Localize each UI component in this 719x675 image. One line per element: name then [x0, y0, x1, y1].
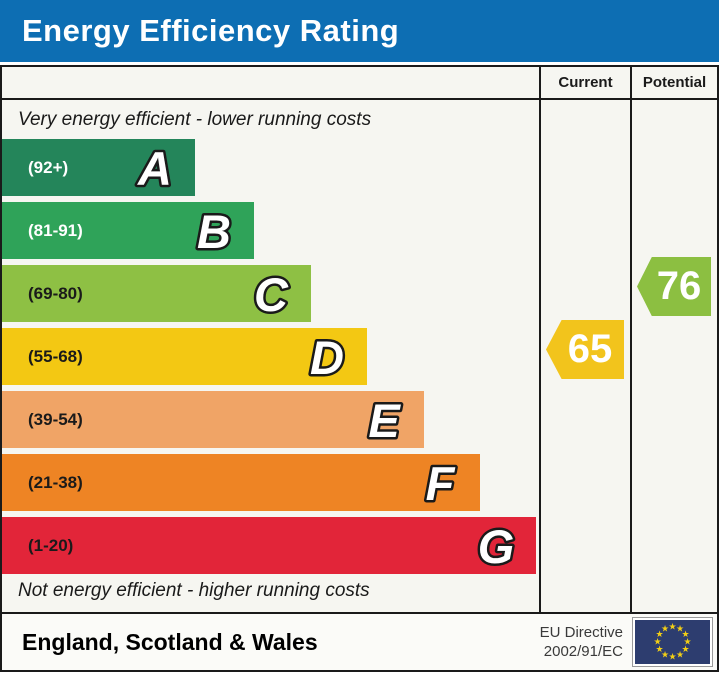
- eu-flag-star: ★: [653, 636, 662, 647]
- band-letter: F: [423, 455, 458, 511]
- eu-flag-star: ★: [668, 651, 677, 662]
- rating-bands: (92+) A (81-91) B (69-80) C (55-68) D (39-54) E (2…: [2, 139, 539, 574]
- eu-directive-line2: 2002/91/EC: [543, 643, 623, 660]
- svg-text:D: D: [310, 331, 344, 384]
- band-c: (69-80) C: [2, 265, 311, 322]
- eu-flag-star: ★: [675, 649, 685, 660]
- eu-flag-star: ★: [655, 629, 664, 639]
- band-letter: C: [251, 266, 291, 322]
- table-header-row: Current Potential: [2, 67, 717, 100]
- band-f: (21-38) F: [2, 454, 480, 511]
- svg-text:A: A: [137, 142, 172, 195]
- band-e: (39-54) E: [2, 391, 424, 448]
- eu-directive-line1: EU Directive: [539, 623, 623, 641]
- column-header-potential: Potential: [642, 74, 707, 91]
- band-range-label: (21-38): [28, 472, 83, 492]
- band-range-label: (69-80): [28, 283, 83, 303]
- band-g: (1-20) G: [2, 517, 537, 574]
- band-range-label: (1-20): [28, 535, 74, 555]
- eu-flag: ★ ★ ★ ★ ★ ★ ★ ★ ★ ★ ★ ★: [632, 617, 713, 667]
- eu-flag-star: ★: [681, 644, 690, 654]
- eu-directive-label: EU Directive 2002/91/EC: [540, 623, 623, 662]
- svg-text:G: G: [478, 520, 515, 573]
- eu-flag-star: ★: [668, 621, 677, 632]
- bottom-note: Not energy efficient - higher running co…: [18, 580, 370, 601]
- band-letter: D: [308, 329, 347, 385]
- band-d: (55-68) D: [2, 328, 368, 385]
- band-a: (92+) A: [2, 139, 196, 196]
- potential-rating-column: 76: [632, 100, 717, 612]
- eu-flag-star: ★: [683, 636, 692, 647]
- band-letter: A: [135, 140, 175, 196]
- eu-flag-star: ★: [655, 644, 664, 654]
- table-body: Very energy efficient - lower running co…: [2, 100, 717, 612]
- eu-flag-star: ★: [660, 649, 670, 660]
- potential-rating-arrow: 76: [637, 257, 711, 316]
- band-range-label: (81-91): [28, 220, 83, 240]
- current-rating-column: 65: [541, 100, 632, 612]
- current-rating-arrow: 65: [546, 320, 624, 379]
- svg-text:F: F: [426, 457, 456, 510]
- svg-text:B: B: [197, 205, 231, 258]
- header-cell-bands: [2, 67, 541, 98]
- svg-text:E: E: [368, 394, 401, 447]
- eu-flag-star: ★: [675, 623, 685, 634]
- band-range-label: (92+): [28, 157, 69, 177]
- band-range-label: (55-68): [28, 346, 83, 366]
- table-footer: England, Scotland & Wales EU Directive 2…: [2, 612, 717, 670]
- page-title: Energy Efficiency Rating: [0, 0, 719, 62]
- bands-column: Very energy efficient - lower running co…: [2, 100, 541, 612]
- eu-flag-star: ★: [681, 629, 690, 639]
- svg-text:C: C: [254, 268, 289, 321]
- eu-flag-star: ★: [660, 623, 670, 634]
- band-range-label: (39-54): [28, 409, 83, 429]
- band-letter: E: [365, 392, 403, 448]
- band-b: (81-91) B: [2, 202, 255, 259]
- region-label: England, Scotland & Wales: [22, 628, 318, 655]
- band-letter: G: [476, 518, 518, 574]
- column-header-current: Current: [541, 67, 632, 98]
- rating-table: Current Potential Very energy efficient …: [0, 65, 719, 672]
- top-note: Very energy efficient - lower running co…: [18, 109, 372, 130]
- band-letter: B: [195, 203, 234, 259]
